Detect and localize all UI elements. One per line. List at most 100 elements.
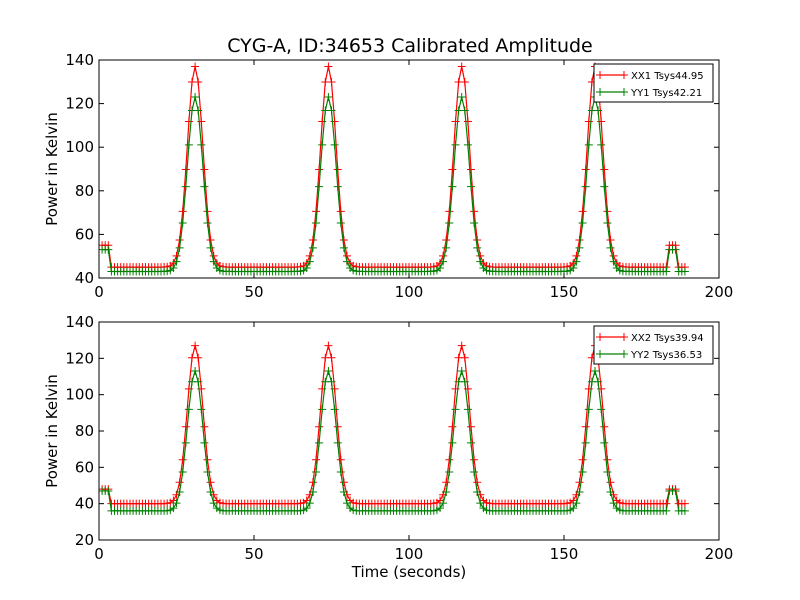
data-point — [194, 353, 203, 362]
data-point — [436, 264, 444, 272]
data-point — [460, 377, 469, 386]
data-point — [339, 235, 348, 244]
data-point — [178, 218, 187, 227]
data-point — [200, 182, 209, 191]
data-point — [606, 478, 615, 487]
data-point — [600, 438, 609, 447]
data-point — [467, 165, 475, 174]
data-point — [445, 468, 454, 477]
data-point — [184, 405, 193, 414]
legend-label: YY1 Tsys42.21 — [630, 88, 702, 99]
data-point — [451, 140, 460, 149]
data-point — [457, 62, 466, 71]
data-point — [457, 341, 466, 350]
panel-2: 0 50 100 150 200 20 40 60 80 100 120 140 Power in Ke… — [43, 313, 733, 581]
data-point — [169, 504, 178, 513]
data-point — [172, 257, 181, 266]
data-point — [473, 488, 482, 497]
data-point — [200, 438, 209, 447]
y-tick-label: 140 — [65, 51, 94, 69]
data-point — [600, 165, 609, 174]
data-point — [178, 207, 187, 216]
y-tick-label: 40 — [75, 495, 94, 513]
data-point — [206, 478, 215, 487]
data-point — [336, 455, 345, 464]
data-point — [175, 488, 184, 497]
data-point — [581, 165, 590, 174]
data-point — [324, 341, 333, 350]
data-point — [600, 182, 609, 191]
y-tick-label: 60 — [75, 458, 94, 476]
data-point — [308, 235, 317, 244]
data-point — [584, 405, 593, 414]
x-tick-label: 50 — [244, 545, 263, 563]
data-point — [175, 235, 184, 244]
data-point — [575, 488, 584, 497]
data-point — [203, 468, 212, 477]
data-point — [206, 488, 215, 497]
legend-label: XX1 Tsys44.95 — [631, 71, 704, 82]
data-point — [467, 422, 475, 431]
data-point — [442, 243, 451, 252]
data-point — [308, 488, 317, 497]
chart-title: CYG-A, ID:34653 Calibrated Amplitude — [227, 35, 592, 57]
x-tick-label: 150 — [550, 283, 579, 301]
data-point — [315, 438, 324, 447]
data-point — [662, 267, 671, 276]
data-point — [460, 353, 469, 362]
data-point — [473, 478, 482, 487]
x-tick-label: 100 — [395, 283, 424, 301]
data-point — [308, 478, 317, 487]
data-point — [578, 455, 587, 464]
data-point — [609, 257, 618, 266]
data-point — [470, 207, 479, 216]
legend-label: XX2 Tsys39.94 — [631, 333, 704, 344]
data-point — [194, 377, 203, 386]
data-point — [591, 367, 599, 376]
data-point — [203, 207, 212, 216]
data-point — [200, 422, 209, 431]
data-point — [203, 455, 212, 464]
legend-box — [593, 325, 714, 365]
data-point — [181, 438, 190, 447]
y-tick-label: 80 — [75, 182, 94, 200]
data-point — [184, 140, 193, 149]
data-point — [457, 367, 466, 376]
data-point — [200, 165, 209, 174]
data-point — [324, 62, 333, 71]
y-tick-label: 80 — [75, 422, 94, 440]
data-point — [603, 455, 612, 464]
x-tick-label: 100 — [395, 545, 424, 563]
data-point — [680, 267, 689, 276]
data-point — [470, 455, 479, 464]
data-point — [339, 488, 348, 497]
data-point — [439, 499, 448, 508]
data-point — [191, 93, 200, 102]
data-point — [606, 488, 615, 497]
data-point — [175, 478, 184, 487]
data-point — [680, 499, 689, 508]
legend-marker — [620, 350, 628, 358]
legend-marker — [596, 88, 604, 96]
data-point — [327, 377, 336, 386]
data-point — [312, 207, 320, 216]
data-point — [467, 438, 475, 447]
data-point — [581, 182, 590, 191]
data-point — [175, 243, 184, 252]
data-point — [609, 499, 618, 508]
data-point — [104, 245, 113, 254]
data-point — [333, 182, 342, 191]
legend-marker — [620, 71, 628, 79]
data-point — [206, 235, 215, 244]
data-point — [194, 77, 203, 86]
data-point — [308, 243, 317, 252]
data-point — [597, 405, 606, 414]
y-axis-label: Power in Kelvin — [43, 374, 61, 488]
data-point — [336, 218, 345, 227]
data-point — [330, 140, 339, 149]
legend: XX2 Tsys39.94 YY2 Tsys36.53 — [593, 325, 714, 365]
data-point — [569, 504, 578, 513]
data-point — [457, 93, 466, 102]
data-point — [315, 182, 324, 191]
